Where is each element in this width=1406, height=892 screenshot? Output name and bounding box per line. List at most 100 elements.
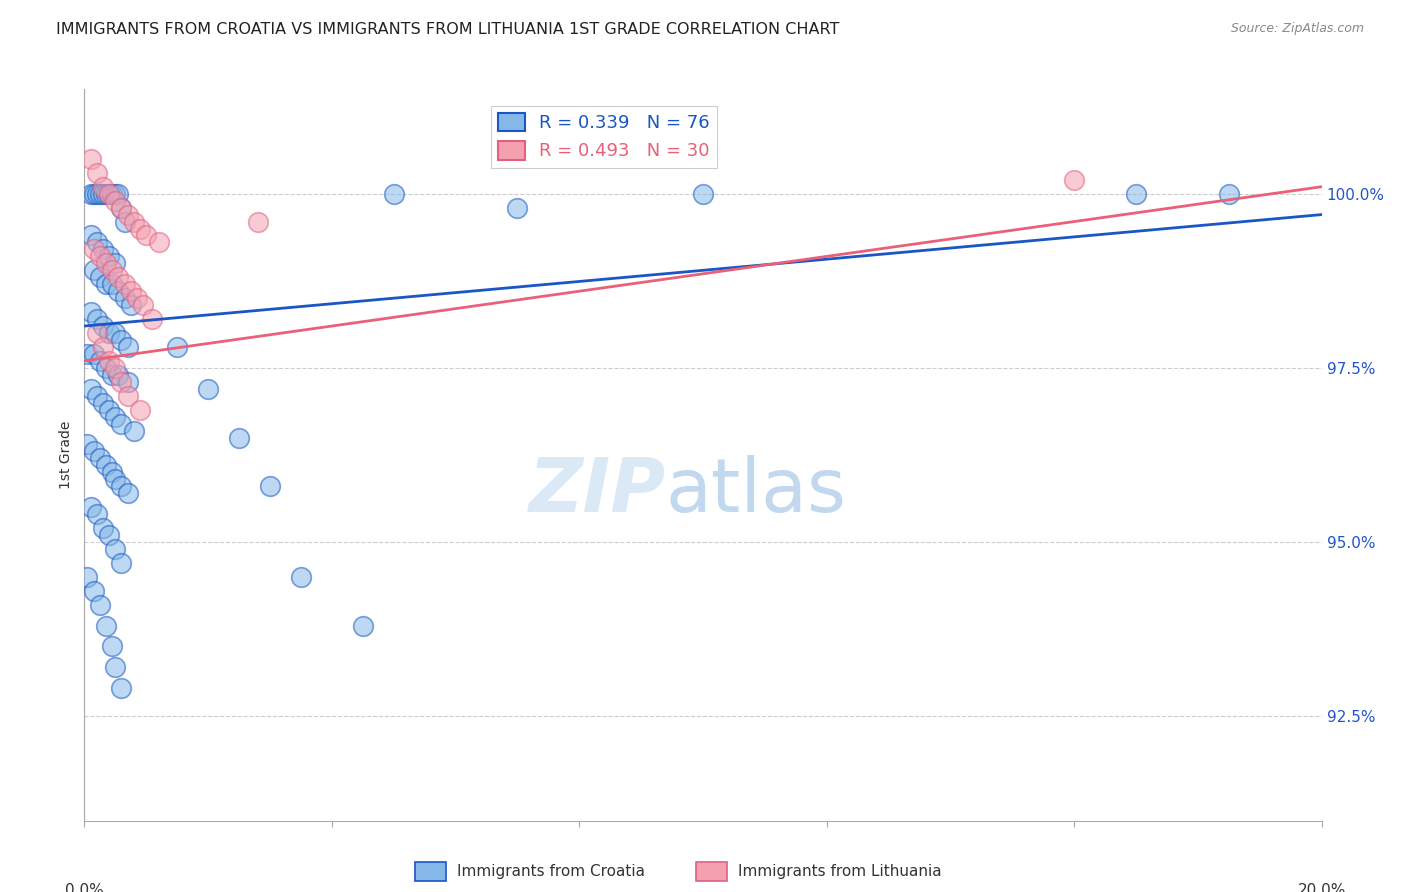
Point [98, 528, 121, 542]
Point [104, 326, 127, 340]
Text: atlas: atlas [666, 455, 846, 528]
Text: 20.0%: 20.0% [1298, 883, 1346, 892]
Point [110, 556, 132, 570]
Point [110, 417, 132, 431]
Point [117, 486, 139, 500]
Point [89, 249, 111, 263]
Point [104, 194, 127, 208]
Point [98, 186, 121, 201]
Point [104, 409, 127, 424]
Point [94, 618, 117, 632]
Text: ZIP: ZIP [529, 455, 666, 528]
Point [86, 312, 108, 326]
Point [101, 466, 124, 480]
Point [104, 186, 127, 201]
Point [101, 640, 124, 654]
Point [101, 368, 124, 382]
Point [117, 208, 139, 222]
Point [197, 382, 219, 396]
Point [101, 277, 124, 292]
Point [110, 375, 132, 389]
Point [290, 570, 312, 584]
Point [91, 319, 114, 334]
Point [114, 214, 136, 228]
Point [91, 243, 114, 257]
Point [117, 389, 139, 403]
Point [91, 186, 114, 201]
Point [86, 186, 108, 201]
Point [86, 235, 108, 250]
Point [94, 458, 117, 473]
Point [122, 424, 145, 438]
Text: Immigrants from Croatia: Immigrants from Croatia [457, 864, 645, 879]
Point [117, 340, 139, 354]
Point [148, 235, 170, 250]
Point [259, 479, 281, 493]
Point [104, 541, 127, 556]
Point [94, 256, 117, 270]
Point [110, 333, 132, 347]
Point [76, 437, 98, 451]
Point [104, 472, 127, 486]
Point [104, 360, 127, 375]
Point [86, 166, 108, 180]
Point [94, 277, 117, 292]
Point [83, 444, 105, 458]
Point [76, 347, 98, 361]
Point [91, 340, 114, 354]
Point [132, 298, 155, 312]
Text: 0.0%: 0.0% [65, 883, 104, 892]
Text: Immigrants from Lithuania: Immigrants from Lithuania [738, 864, 942, 879]
Point [83, 263, 105, 277]
Point [79, 305, 101, 319]
Point [79, 382, 101, 396]
Y-axis label: 1st Grade: 1st Grade [59, 421, 73, 489]
Point [166, 340, 188, 354]
Legend: R = 0.339   N = 76, R = 0.493   N = 30: R = 0.339 N = 76, R = 0.493 N = 30 [491, 105, 717, 168]
Point [110, 201, 132, 215]
Point [83, 186, 105, 201]
Point [94, 186, 117, 201]
Point [89, 451, 111, 466]
Point [83, 583, 105, 598]
Point [86, 507, 108, 521]
Point [228, 430, 250, 444]
Point [506, 201, 529, 215]
Point [352, 618, 374, 632]
Point [107, 368, 129, 382]
Point [86, 326, 108, 340]
Point [79, 500, 101, 515]
Point [98, 249, 121, 263]
Point [101, 263, 124, 277]
Point [89, 598, 111, 612]
Point [94, 360, 117, 375]
Point [89, 270, 111, 285]
Point [104, 256, 127, 270]
Point [120, 298, 142, 312]
Point [129, 221, 152, 235]
Point [98, 186, 121, 201]
Point [120, 284, 142, 298]
Point [91, 179, 114, 194]
Text: IMMIGRANTS FROM CROATIA VS IMMIGRANTS FROM LITHUANIA 1ST GRADE CORRELATION CHART: IMMIGRANTS FROM CROATIA VS IMMIGRANTS FR… [56, 22, 839, 37]
Point [91, 521, 114, 535]
Point [110, 479, 132, 493]
Point [107, 284, 129, 298]
Point [98, 326, 121, 340]
Point [107, 270, 129, 285]
Point [141, 312, 163, 326]
Point [86, 389, 108, 403]
Point [125, 291, 148, 305]
Point [98, 402, 121, 417]
Point [122, 214, 145, 228]
Point [98, 354, 121, 368]
Point [135, 228, 157, 243]
Point [76, 570, 98, 584]
Point [114, 291, 136, 305]
Text: Source: ZipAtlas.com: Source: ZipAtlas.com [1230, 22, 1364, 36]
Point [114, 277, 136, 292]
Point [692, 186, 714, 201]
Point [246, 214, 269, 228]
Point [91, 395, 114, 409]
Point [89, 354, 111, 368]
